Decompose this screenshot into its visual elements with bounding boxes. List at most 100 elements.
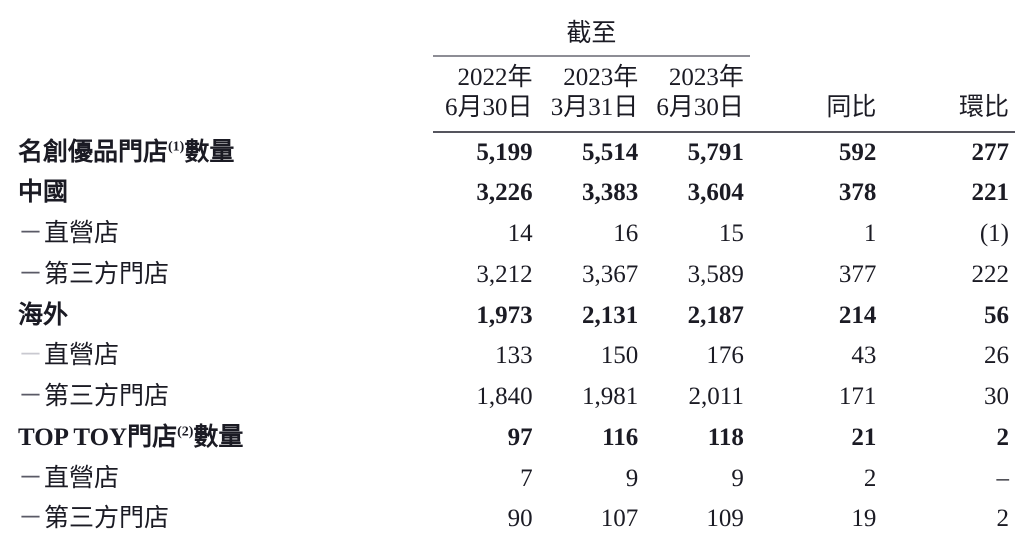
cell-c1: 90 (433, 499, 539, 540)
cell-yoy: 21 (750, 418, 883, 459)
row-dash-icon: － (18, 342, 44, 371)
row-label-text: 名創優品門店 (18, 139, 168, 166)
column-header-c1-line2: 6月30日 (433, 93, 533, 124)
column-header-row: 2022年 6月30日 2023年 3月31日 2023年 6月30日 同比 (0, 63, 1015, 128)
row-label-text: 第三方門店 (44, 261, 169, 288)
cell-c2: 116 (539, 418, 645, 459)
cell-c3: 3,604 (644, 173, 750, 214)
row-label-text: 海外 (18, 302, 68, 329)
cell-c3: 9 (644, 459, 750, 500)
cell-c3: 176 (644, 336, 750, 377)
cell-c1: 3,226 (433, 173, 539, 214)
row-label: －第三方門店 (0, 377, 433, 418)
cell-yoy: 378 (750, 173, 883, 214)
row-label: －第三方門店 (0, 499, 433, 540)
cell-c3: 2,187 (644, 296, 750, 337)
column-header-c1: 2022年 6月30日 (433, 63, 539, 128)
row-label-tail: 數量 (193, 424, 243, 451)
column-header-c1-line1: 2022年 (433, 63, 533, 94)
row-dash-icon: － (18, 261, 44, 290)
cell-qoq: 221 (882, 173, 1015, 214)
row-label-text: 直營店 (44, 220, 119, 247)
row-label: －直營店 (0, 336, 433, 377)
cell-yoy: 19 (750, 499, 883, 540)
cell-c1: 14 (433, 214, 539, 255)
footnote-marker: (1) (168, 139, 184, 154)
cell-qoq: 30 (882, 377, 1015, 418)
row-label-text: 第三方門店 (44, 505, 169, 532)
column-header-label-blank (0, 63, 433, 128)
row-label: 海外 (0, 296, 433, 337)
row-label-text: 直營店 (44, 465, 119, 492)
cell-c3: 2,011 (644, 377, 750, 418)
cell-yoy: 1 (750, 214, 883, 255)
cell-qoq: (1) (882, 214, 1015, 255)
cell-c1: 133 (433, 336, 539, 377)
row-dash-icon: － (18, 220, 44, 249)
span-header-spacer (0, 20, 433, 63)
cell-yoy: 377 (750, 255, 883, 296)
table-header: 截至 2022年 6月30日 2023年 3月31日 2023年 6 (0, 20, 1015, 133)
cell-c2: 150 (539, 336, 645, 377)
cell-c2: 9 (539, 459, 645, 500)
row-label-text: 第三方門店 (44, 383, 169, 410)
cell-c2: 1,981 (539, 377, 645, 418)
row-label-tail: 數量 (184, 139, 234, 166)
cell-c2: 5,514 (539, 133, 645, 174)
row-label: 名創優品門店(1)數量 (0, 133, 433, 174)
cell-c2: 3,367 (539, 255, 645, 296)
span-header-row: 截至 (0, 20, 1015, 63)
span-header-spacer-qoq (882, 20, 1015, 63)
row-label-text: 中國 (18, 179, 68, 206)
footnote-marker: (2) (177, 424, 193, 439)
cell-qoq: 277 (882, 133, 1015, 174)
cell-c3: 15 (644, 214, 750, 255)
row-label: TOP TOY門店(2)數量 (0, 418, 433, 459)
cell-qoq: 2 (882, 499, 1015, 540)
cell-qoq: – (882, 459, 1015, 500)
column-header-c3-line1: 2023年 (644, 63, 744, 94)
span-header-asof: 截至 (433, 20, 750, 63)
cell-c2: 107 (539, 499, 645, 540)
cell-c2: 3,383 (539, 173, 645, 214)
store-count-table: 截至 2022年 6月30日 2023年 3月31日 2023年 6 (0, 20, 1015, 540)
row-label-text: TOP TOY門店 (18, 424, 177, 451)
column-header-yoy-line2: 同比 (750, 93, 877, 124)
row-label-text: 直營店 (44, 342, 119, 369)
row-dash-icon: － (18, 465, 44, 494)
row-label: －直營店 (0, 214, 433, 255)
cell-yoy: 214 (750, 296, 883, 337)
column-header-c3: 2023年 6月30日 (644, 63, 750, 128)
cell-qoq: 2 (882, 418, 1015, 459)
cell-qoq: 56 (882, 296, 1015, 337)
column-header-qoq-line2: 環比 (882, 93, 1009, 124)
cell-c3: 109 (644, 499, 750, 540)
cell-c1: 7 (433, 459, 539, 500)
span-header-spacer-yoy (750, 20, 883, 63)
row-label: －直營店 (0, 459, 433, 500)
cell-yoy: 592 (750, 133, 883, 174)
cell-yoy: 43 (750, 336, 883, 377)
cell-c2: 16 (539, 214, 645, 255)
cell-c3: 118 (644, 418, 750, 459)
cell-c1: 5,199 (433, 133, 539, 174)
column-header-c2: 2023年 3月31日 (539, 63, 645, 128)
cell-c3: 5,791 (644, 133, 750, 174)
row-label: 中國 (0, 173, 433, 214)
column-header-c2-line2: 3月31日 (539, 93, 639, 124)
cell-yoy: 171 (750, 377, 883, 418)
span-header-label: 截至 (566, 20, 616, 47)
store-count-table-container: 截至 2022年 6月30日 2023年 3月31日 2023年 6 (0, 0, 1015, 496)
cell-c1: 97 (433, 418, 539, 459)
column-header-qoq: 環比 (882, 63, 1015, 128)
cell-c1: 1,840 (433, 377, 539, 418)
row-dash-icon: － (18, 383, 44, 412)
